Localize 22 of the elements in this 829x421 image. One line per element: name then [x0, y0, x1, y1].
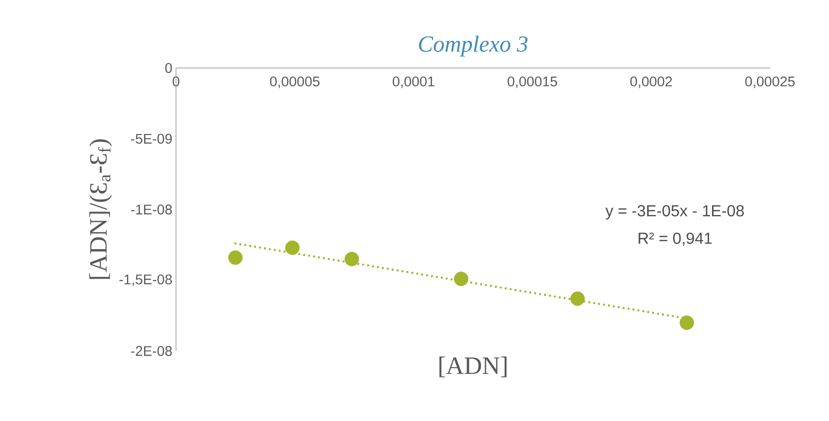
x-tick-label: 0,00015 [508, 76, 558, 88]
x-tick-label: 0 [172, 76, 180, 86]
point [454, 272, 468, 286]
point [344, 252, 360, 266]
y-axis-title: [ADN]/(Ɛ$_{a}$-Ɛ$_{f}$) [89, 139, 112, 279]
point [680, 316, 694, 330]
x-tick-label: 0,0002 [630, 76, 672, 88]
y-tick-label: -1,5E-08 [119, 274, 172, 286]
point [570, 291, 585, 306]
annotation: R² = 0,941 [638, 232, 712, 246]
y-tick-label: -5E-09 [131, 134, 172, 144]
x-tick-label: 0,00025 [745, 76, 795, 88]
annotation: y = -3E-05x - 1E-08 [605, 205, 744, 220]
chart-title: Complexo 3 [419, 36, 528, 56]
x-axis-title: [ADN] [439, 356, 507, 378]
point [228, 250, 243, 265]
y-tick-label: -2E-08 [131, 346, 172, 356]
x-tick-label: 0,0001 [392, 76, 434, 88]
y-tick-label: -1E-08 [131, 204, 172, 214]
y-tick-label: 0 [165, 63, 172, 73]
x-tick-label: 0,00005 [270, 76, 320, 88]
point [285, 240, 300, 255]
